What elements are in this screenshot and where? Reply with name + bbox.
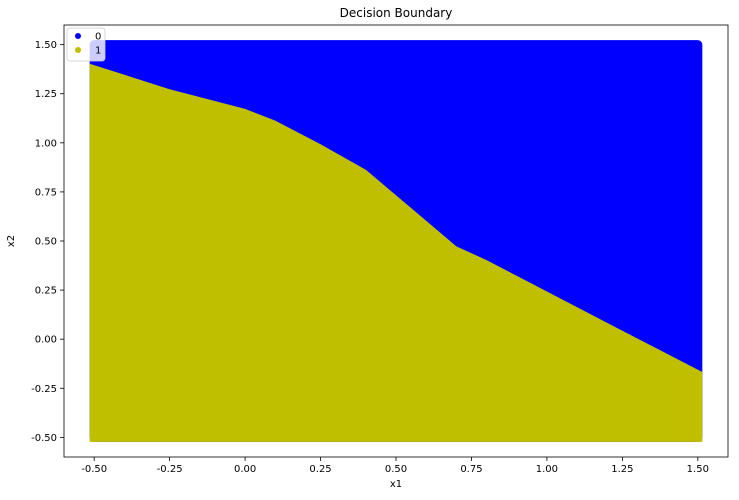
y-tick-label: 0.00 (35, 335, 57, 346)
y-tick-label: 0.25 (35, 286, 57, 297)
x-tick-label: 1.50 (687, 464, 709, 475)
legend-marker-1 (75, 47, 81, 53)
x-tick-label: 0.75 (460, 464, 482, 475)
x-tick-label: 1.00 (536, 464, 558, 475)
x-tick-label: -0.25 (157, 464, 183, 475)
y-tick-label: 1.25 (35, 89, 57, 100)
y-tick-label: 0.75 (35, 187, 57, 198)
legend-label-0: 0 (95, 32, 101, 43)
x-tick-label: 1.25 (611, 464, 633, 475)
y-tick-label: 0.50 (35, 237, 57, 248)
legend-marker-0 (75, 33, 81, 39)
legend-label-1: 1 (95, 46, 101, 57)
chart-title: Decision Boundary (340, 6, 453, 20)
x-tick-label: -0.50 (81, 464, 107, 475)
class-1-region (89, 63, 703, 442)
legend: 01 (66, 27, 106, 62)
x-tick-label: 0.50 (385, 464, 407, 475)
y-tick-label: 1.50 (35, 40, 57, 51)
x-tick-label: 0.00 (234, 464, 256, 475)
x-axis-label: x1 (390, 479, 402, 490)
y-tick-label: 1.00 (35, 138, 57, 149)
plot-area (89, 40, 703, 442)
axes: -0.50 -0.25 0.00 0.25 0.50 0.75 1.00 1.25 1.50 -0… (31, 24, 729, 475)
y-tick-label: -0.50 (31, 433, 57, 444)
y-axis-label: x2 (6, 235, 17, 247)
x-tick-label: 0.25 (309, 464, 331, 475)
y-tick-label: -0.25 (31, 384, 57, 395)
